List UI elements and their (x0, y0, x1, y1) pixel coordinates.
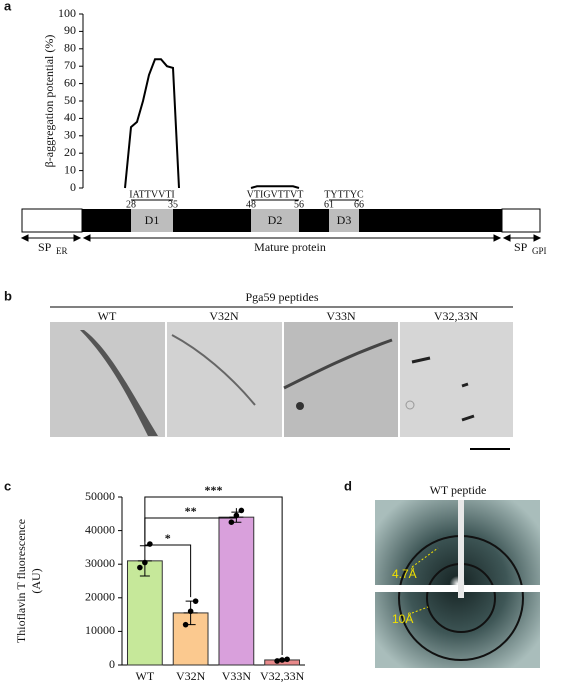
domain-end: 66 (354, 199, 364, 210)
beamstop (375, 585, 540, 592)
significance-label: ** (185, 504, 197, 518)
domain (131, 209, 173, 232)
pointer (411, 547, 439, 614)
x-tick-label: WT (136, 669, 155, 683)
fibril (171, 334, 256, 406)
significance-bracket (144, 496, 283, 655)
ring-label: 4.7Å (392, 566, 417, 581)
data-point (147, 541, 153, 547)
y-tick-label: 40000 (85, 522, 115, 536)
sp-gpi-sub: GPI (532, 246, 547, 256)
domain-label: D1 (145, 213, 160, 227)
data-point (182, 621, 189, 628)
domain-label: D3 (337, 213, 352, 227)
panel-label: c (4, 478, 11, 493)
ring-label: 10Å (392, 611, 413, 626)
domain-start: 48 (246, 199, 256, 210)
diffraction-title: WT peptide (430, 483, 487, 497)
data-point (187, 608, 194, 615)
domain-start: 61 (324, 199, 334, 210)
y-tick-label: 40 (64, 110, 76, 124)
y-axis-label: Thioflavin T fluorescence (14, 519, 28, 643)
y-axis-label: (AU) (29, 568, 43, 593)
data-point (238, 507, 245, 514)
micrograph (167, 322, 282, 437)
fibril (411, 356, 475, 422)
fibril (283, 338, 393, 390)
x-tick-label: V32,33N (260, 669, 305, 683)
domain-start: 28 (126, 199, 136, 210)
significance-bracket (144, 541, 192, 598)
micrograph-title: Pga59 peptides (246, 290, 319, 304)
fibril (80, 330, 158, 436)
y-axis-label: β-aggregation potential (%) (42, 35, 56, 168)
sp-er-label: SP (38, 240, 52, 254)
domain (329, 209, 359, 232)
sp-er-sub: ER (56, 246, 68, 256)
diffraction (375, 500, 540, 668)
significance-label: *** (205, 483, 223, 497)
bar (218, 516, 255, 666)
y-tick-label: 10000 (85, 623, 115, 637)
panel-label: d (344, 478, 352, 493)
y-tick-label: 10 (64, 162, 76, 176)
y-tick-label: 0 (109, 657, 115, 671)
y-tick-label: 70 (64, 58, 76, 72)
y-tick-label: 60 (64, 75, 76, 89)
particle (405, 400, 415, 410)
micrograph-label: V32N (209, 309, 239, 323)
y-tick-label: 50 (64, 93, 76, 107)
y-tick-label: 50000 (85, 489, 115, 503)
y-tick-label: 20000 (85, 590, 115, 604)
particle (296, 402, 304, 410)
bar (126, 560, 163, 666)
data-point (279, 657, 285, 663)
data-point (142, 559, 148, 566)
domain-end: 35 (168, 199, 178, 210)
mature-label: Mature protein (254, 240, 326, 254)
domain (251, 209, 299, 232)
significance-label: * (165, 531, 171, 545)
data-point (192, 598, 199, 604)
micrograph-label: V33N (326, 309, 356, 323)
y-tick-label: 90 (64, 23, 76, 37)
x-tick-label: V32N (176, 669, 206, 683)
micrographs (50, 322, 513, 450)
arrows (20, 234, 542, 242)
y-tick-label: 30000 (85, 556, 115, 570)
domain-label: D2 (268, 213, 283, 227)
micrograph-label: WT (98, 309, 117, 323)
micrograph (400, 322, 513, 437)
data-point (274, 658, 280, 664)
sequence: TYTTYC (324, 189, 364, 200)
line (124, 58, 300, 189)
sequence: VTIGVTTVT (247, 189, 304, 200)
sequence: IATTVVTI (129, 189, 175, 200)
panel-label: b (4, 288, 12, 303)
x-tick-label: V33N (222, 669, 252, 683)
domain-end: 56 (294, 199, 304, 210)
y-tick-label: 80 (64, 41, 76, 55)
y-tick-label: 100 (58, 6, 76, 20)
panel-label: a (4, 0, 12, 13)
data-point (228, 519, 235, 525)
beamstop (458, 500, 464, 598)
y-tick-label: 0 (70, 180, 76, 194)
sp-gpi-label: SP (514, 240, 528, 254)
y-tick-label: 30 (64, 128, 76, 142)
data-point (137, 564, 143, 571)
sp-er-box (21, 208, 83, 233)
data-point (284, 656, 290, 663)
micrograph-label: V32,33N (434, 309, 479, 323)
y-tick-label: 20 (64, 145, 76, 159)
diffraction-image (375, 500, 540, 668)
sp-gpi-box (501, 208, 541, 233)
